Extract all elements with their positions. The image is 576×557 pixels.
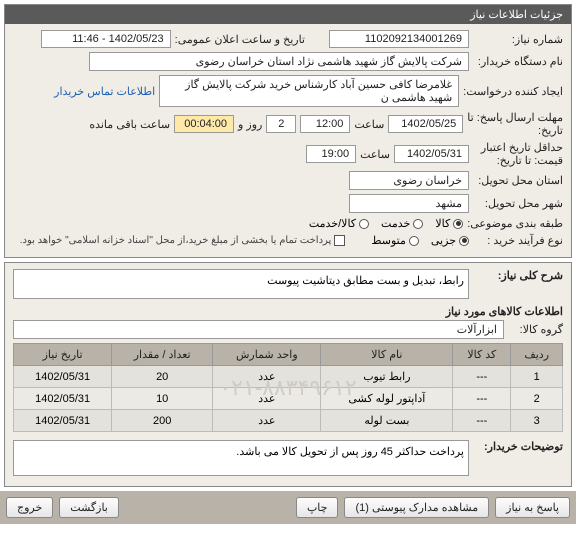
validity-label: حداقل تاریخ اعتبار قیمت: تا تاریخ:: [473, 141, 563, 167]
table-row[interactable]: 2 --- آداپتور لوله کشی عدد 10 1402/05/31: [14, 388, 563, 410]
col-row: ردیف: [511, 344, 563, 366]
city-label: شهر محل تحویل:: [473, 197, 563, 210]
buyer-value: شرکت پالایش گاز شهید هاشمی نژاد استان خر…: [89, 52, 469, 71]
row-need-number: شماره نیاز: 1102092134001269 تاریخ و ساع…: [13, 30, 563, 48]
validity-date: 1402/05/31: [394, 145, 469, 163]
need-no-value: 1102092134001269: [329, 30, 469, 48]
panel-title: جزئیات اطلاعات نیاز: [5, 5, 571, 24]
purchase-medium[interactable]: متوسط: [371, 234, 419, 247]
province-value: خراسان رضوی: [349, 171, 469, 190]
purchase-small[interactable]: جزیی: [431, 234, 469, 247]
row-buyer-notes: توضیحات خریدار: پرداخت حداکثر 45 روز پس …: [13, 440, 563, 476]
announce-value: 1402/05/23 - 11:46: [41, 30, 171, 48]
deadline-time: 12:00: [300, 115, 350, 133]
exit-button[interactable]: خروج: [6, 497, 53, 518]
radio-icon: [453, 219, 463, 229]
category-label: طبقه بندی موضوعی:: [467, 217, 563, 230]
deadline-remain-label: ساعت باقی مانده: [89, 118, 170, 131]
contact-link[interactable]: اطلاعات تماس خریدار: [54, 85, 155, 98]
buyer-label: نام دستگاه خریدار:: [473, 55, 563, 68]
description-body: شرح کلی نیاز: رابط، تبدیل و بست مطابق دی…: [5, 263, 571, 486]
radio-icon: [413, 219, 423, 229]
group-label: گروه کالا:: [508, 323, 563, 336]
desc-value: رابط، تبدیل و بست مطابق دیتاشیت پیوست: [13, 269, 469, 299]
desc-label: شرح کلی نیاز:: [473, 269, 563, 282]
row-description: شرح کلی نیاز: رابط، تبدیل و بست مطابق دی…: [13, 269, 563, 299]
row-buyer: نام دستگاه خریدار: شرکت پالایش گاز شهید …: [13, 52, 563, 71]
city-value: مشهد: [349, 194, 469, 213]
back-button[interactable]: بازگشت: [59, 497, 119, 518]
panel-body: شماره نیاز: 1102092134001269 تاریخ و ساع…: [5, 24, 571, 257]
category-goods-service[interactable]: کالا/خدمت: [309, 217, 369, 230]
requester-value: غلامرضا کافی حسین آباد کارشناس خرید شرکت…: [159, 75, 459, 107]
checkbox-icon: [334, 235, 345, 246]
table-row[interactable]: 3 --- بست لوله عدد 200 1402/05/31: [14, 410, 563, 432]
need-no-label: شماره نیاز:: [473, 33, 563, 46]
col-qty: تعداد / مقدار: [112, 344, 213, 366]
footer-spacer: [125, 497, 290, 518]
purchase-type-label: نوع فرآیند خرید :: [473, 234, 563, 247]
radio-icon: [459, 236, 469, 246]
buyer-notes-label: توضیحات خریدار:: [473, 440, 563, 453]
category-goods[interactable]: کالا: [435, 217, 463, 230]
province-label: استان محل تحویل:: [473, 174, 563, 187]
items-section-title: اطلاعات کالاهای مورد نیاز: [13, 305, 563, 318]
validity-time: 19:00: [306, 145, 356, 163]
row-purchase-type: نوع فرآیند خرید : جزیی متوسط پرداخت تمام…: [13, 234, 563, 247]
print-button[interactable]: چاپ: [296, 497, 339, 518]
col-unit: واحد شمارش: [213, 344, 321, 366]
col-date: تاریخ نیاز: [14, 344, 112, 366]
col-name: نام کالا: [321, 344, 453, 366]
need-details-panel: جزئیات اطلاعات نیاز شماره نیاز: 11020921…: [4, 4, 572, 258]
row-group: گروه کالا: ابزارآلات: [13, 320, 563, 339]
category-service[interactable]: خدمت: [381, 217, 423, 230]
radio-icon: [409, 236, 419, 246]
attachments-button[interactable]: مشاهده مدارک پیوستی (1): [344, 497, 489, 518]
requester-label: ایجاد کننده درخواست:: [463, 85, 563, 98]
row-deadline: مهلت ارسال پاسخ: تا تاریخ: 1402/05/25 سا…: [13, 111, 563, 137]
footer-bar: پاسخ به نیاز مشاهده مدارک پیوستی (1) چاپ…: [0, 491, 576, 524]
table-row[interactable]: 1 --- رابط تیوب عدد 20 1402/05/31: [14, 366, 563, 388]
treasury-note-check[interactable]: پرداخت تمام یا بخشی از مبلغ خرید،از محل …: [20, 235, 346, 246]
items-table-wrap: ۰۲۱-۸۸۳۴۹۶۱۲ ردیف کد کالا نام کالا واحد …: [13, 343, 563, 432]
group-value: ابزارآلات: [13, 320, 504, 339]
deadline-remain: 00:04:00: [174, 115, 234, 133]
table-header-row: ردیف کد کالا نام کالا واحد شمارش تعداد /…: [14, 344, 563, 366]
radio-icon: [359, 219, 369, 229]
description-panel: شرح کلی نیاز: رابط، تبدیل و بست مطابق دی…: [4, 262, 572, 487]
deadline-time-label: ساعت: [354, 118, 384, 131]
row-province: استان محل تحویل: خراسان رضوی: [13, 171, 563, 190]
row-category: طبقه بندی موضوعی: کالا خدمت کالا/خدمت: [13, 217, 563, 230]
purchase-type-group: جزیی متوسط پرداخت تمام یا بخشی از مبلغ خ…: [20, 234, 469, 247]
deadline-days-label: روز و: [238, 118, 262, 131]
items-table: ردیف کد کالا نام کالا واحد شمارش تعداد /…: [13, 343, 563, 432]
category-radio-group: کالا خدمت کالا/خدمت: [309, 217, 463, 230]
row-requester: ایجاد کننده درخواست: غلامرضا کافی حسین آ…: [13, 75, 563, 107]
col-code: کد کالا: [453, 344, 511, 366]
row-city: شهر محل تحویل: مشهد: [13, 194, 563, 213]
row-validity: حداقل تاریخ اعتبار قیمت: تا تاریخ: 1402/…: [13, 141, 563, 167]
announce-label: تاریخ و ساعت اعلان عمومی:: [175, 33, 305, 46]
deadline-label: مهلت ارسال پاسخ: تا تاریخ:: [467, 111, 563, 137]
respond-button[interactable]: پاسخ به نیاز: [495, 497, 570, 518]
validity-time-label: ساعت: [360, 148, 390, 161]
deadline-date: 1402/05/25: [388, 115, 463, 133]
deadline-days: 2: [266, 115, 296, 133]
buyer-notes-value: پرداخت حداکثر 45 روز پس از تحویل کالا می…: [13, 440, 469, 476]
